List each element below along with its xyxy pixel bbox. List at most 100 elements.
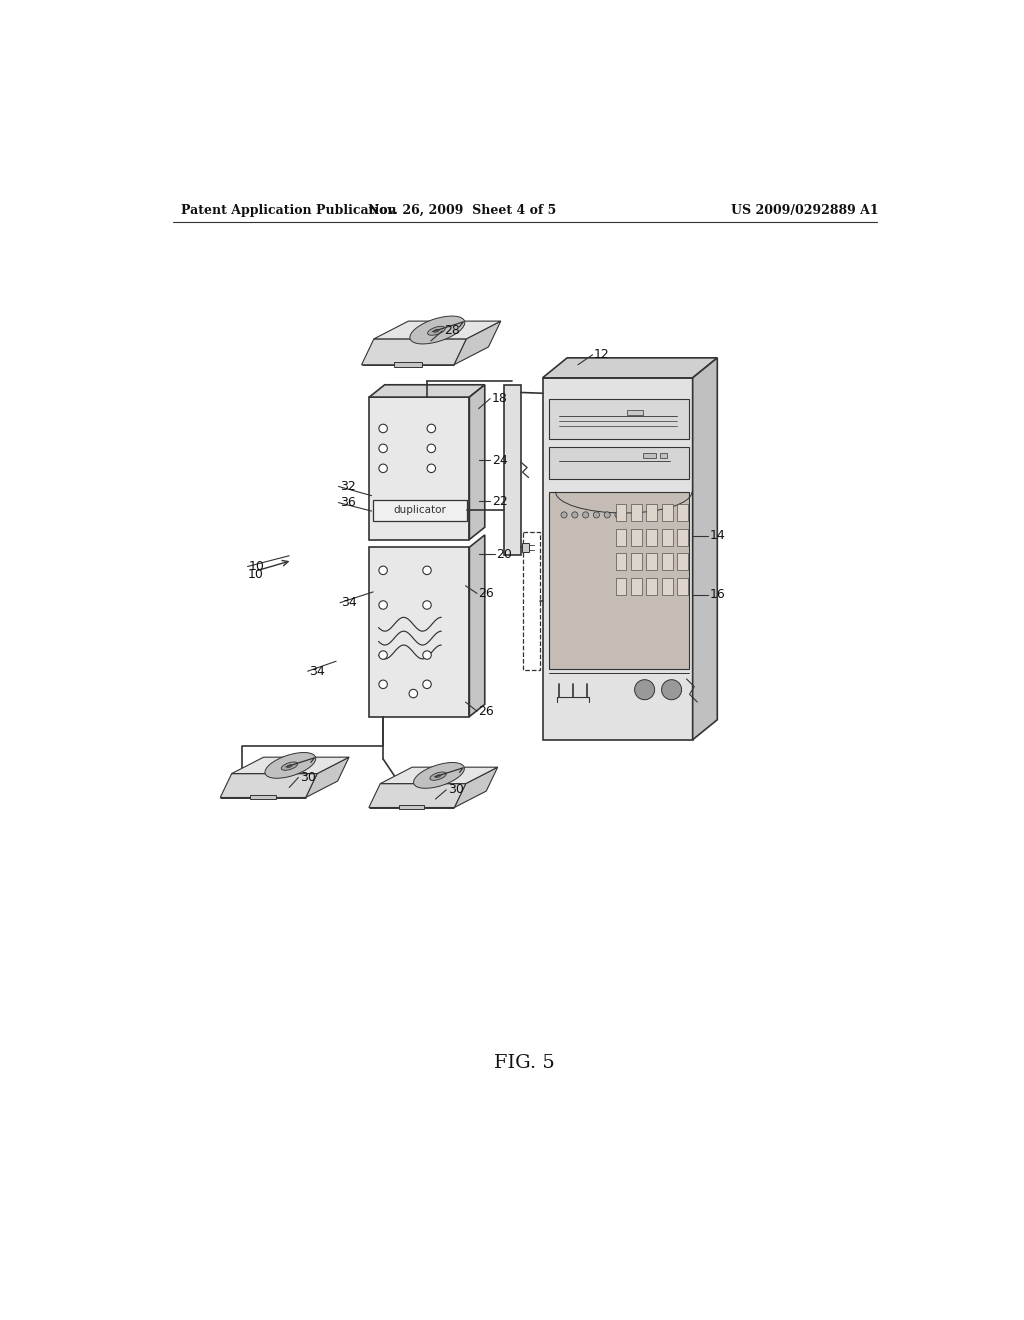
Circle shape (427, 424, 435, 433)
Polygon shape (677, 578, 688, 595)
Polygon shape (504, 385, 521, 554)
Polygon shape (615, 553, 627, 570)
Polygon shape (662, 553, 673, 570)
Polygon shape (543, 378, 692, 739)
Polygon shape (469, 535, 484, 717)
Text: 12: 12 (594, 348, 610, 362)
Polygon shape (374, 321, 501, 339)
Polygon shape (662, 529, 673, 545)
Ellipse shape (265, 752, 315, 779)
Circle shape (427, 465, 435, 473)
Polygon shape (662, 578, 673, 595)
Circle shape (593, 512, 599, 517)
Polygon shape (373, 499, 467, 521)
Text: Nov. 26, 2009  Sheet 4 of 5: Nov. 26, 2009 Sheet 4 of 5 (368, 205, 556, 218)
Polygon shape (615, 504, 627, 521)
Text: 20: 20 (497, 548, 512, 561)
Text: 10: 10 (249, 560, 265, 573)
Polygon shape (677, 553, 688, 570)
Polygon shape (398, 805, 424, 809)
Polygon shape (646, 578, 657, 595)
Text: 28: 28 (444, 325, 460, 338)
Polygon shape (370, 397, 469, 540)
Circle shape (561, 512, 567, 517)
Polygon shape (370, 548, 469, 717)
Text: 10: 10 (248, 568, 263, 581)
Polygon shape (631, 553, 642, 570)
Circle shape (571, 512, 578, 517)
Text: 32: 32 (340, 480, 355, 492)
Circle shape (604, 512, 610, 517)
Polygon shape (549, 400, 689, 440)
Polygon shape (692, 358, 717, 739)
Polygon shape (361, 339, 466, 364)
Ellipse shape (282, 762, 298, 771)
Polygon shape (628, 411, 643, 414)
Polygon shape (615, 578, 627, 595)
Circle shape (379, 444, 387, 453)
Polygon shape (380, 767, 498, 784)
Polygon shape (677, 529, 688, 545)
Polygon shape (549, 447, 689, 479)
Polygon shape (543, 358, 717, 378)
Ellipse shape (428, 326, 445, 335)
Text: Patent Application Publication: Patent Application Publication (180, 205, 396, 218)
Circle shape (423, 651, 431, 659)
Text: 26: 26 (478, 587, 495, 601)
Text: 34: 34 (309, 665, 325, 677)
Polygon shape (549, 492, 689, 669)
Circle shape (379, 651, 387, 659)
Polygon shape (521, 543, 529, 552)
Ellipse shape (430, 772, 446, 780)
Polygon shape (631, 529, 642, 545)
Polygon shape (370, 385, 484, 397)
Polygon shape (646, 504, 657, 521)
Ellipse shape (414, 763, 464, 788)
Text: US 2009/0292889 A1: US 2009/0292889 A1 (731, 205, 879, 218)
Polygon shape (455, 767, 498, 808)
Text: duplicator: duplicator (393, 506, 446, 515)
Text: 14: 14 (710, 529, 725, 543)
Text: 16: 16 (710, 589, 725, 602)
Polygon shape (643, 453, 656, 458)
Polygon shape (646, 529, 657, 545)
Circle shape (427, 444, 435, 453)
Polygon shape (631, 504, 642, 521)
Text: 18: 18 (492, 392, 508, 405)
Polygon shape (306, 758, 349, 797)
Circle shape (379, 424, 387, 433)
Polygon shape (454, 321, 501, 364)
Circle shape (662, 680, 682, 700)
Circle shape (635, 680, 654, 700)
Polygon shape (677, 504, 688, 521)
Polygon shape (659, 453, 668, 458)
Polygon shape (250, 795, 275, 799)
Circle shape (379, 680, 387, 689)
Ellipse shape (435, 775, 440, 777)
Polygon shape (631, 578, 642, 595)
Text: 26: 26 (478, 705, 495, 718)
Text: 36: 36 (340, 496, 355, 510)
Circle shape (409, 689, 418, 698)
Circle shape (614, 512, 621, 517)
Polygon shape (469, 385, 484, 540)
Text: 34: 34 (342, 597, 357, 610)
Circle shape (423, 680, 431, 689)
Text: 30: 30 (300, 771, 315, 784)
Ellipse shape (434, 330, 439, 333)
Polygon shape (662, 504, 673, 521)
Polygon shape (231, 758, 349, 774)
Polygon shape (369, 784, 466, 808)
Ellipse shape (287, 764, 292, 767)
Text: 24: 24 (492, 454, 508, 467)
Polygon shape (394, 362, 422, 367)
Circle shape (379, 566, 387, 574)
Polygon shape (220, 774, 317, 797)
Ellipse shape (410, 315, 465, 345)
Polygon shape (646, 553, 657, 570)
Text: FIG. 5: FIG. 5 (495, 1055, 555, 1072)
Text: 30: 30 (447, 783, 464, 796)
Polygon shape (615, 529, 627, 545)
Circle shape (379, 465, 387, 473)
Circle shape (583, 512, 589, 517)
